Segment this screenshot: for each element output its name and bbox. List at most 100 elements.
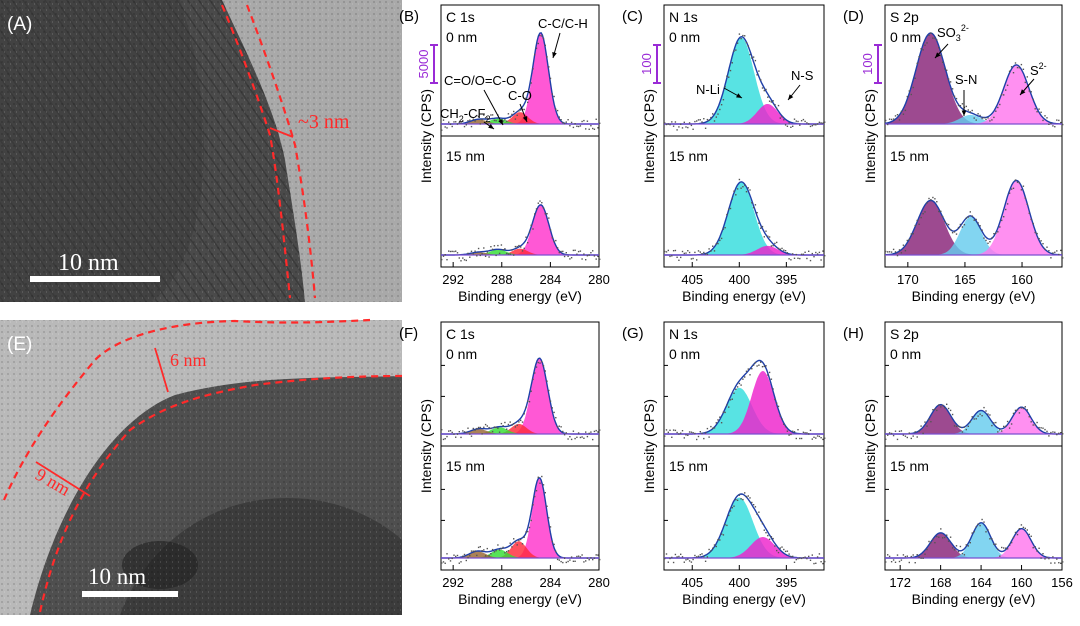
raw-data-point [577, 432, 580, 434]
raw-data-point [474, 550, 476, 552]
raw-data-point [772, 388, 774, 390]
raw-data-point [751, 368, 753, 370]
raw-data-point [1048, 123, 1050, 125]
raw-data-point [706, 253, 709, 256]
raw-data-point [738, 178, 741, 181]
raw-data-point [751, 57, 753, 59]
raw-data-point [942, 61, 944, 63]
raw-data-point [717, 419, 719, 421]
raw-data-point [953, 549, 956, 551]
raw-data-point [458, 121, 460, 124]
raw-data-point [667, 249, 669, 252]
raw-data-point [786, 550, 789, 552]
raw-data-point [712, 113, 714, 115]
raw-data-point [971, 416, 973, 418]
raw-data-point [792, 555, 794, 558]
raw-data-point [542, 207, 545, 209]
fitted-peak [885, 532, 1062, 558]
raw-data-point [772, 537, 774, 540]
raw-data-point [507, 550, 510, 552]
fitted-peak [441, 429, 599, 434]
raw-data-point [991, 424, 993, 427]
raw-data-point [560, 119, 562, 121]
raw-data-point [699, 251, 701, 253]
x-tick-label: 400 [728, 272, 750, 287]
raw-data-point [542, 484, 545, 486]
raw-data-point [453, 121, 455, 123]
x-tick-label: 395 [776, 575, 798, 590]
raw-data-point [544, 370, 546, 372]
raw-data-point [987, 529, 989, 531]
depth-label: 15 nm [669, 148, 708, 164]
raw-data-point [1052, 556, 1054, 558]
raw-data-point [476, 554, 478, 557]
raw-data-point [776, 107, 778, 110]
raw-data-point [556, 426, 559, 428]
annotation-arrow [483, 89, 504, 126]
raw-data-point [706, 556, 709, 558]
raw-data-point [490, 114, 492, 116]
raw-data-point [470, 125, 473, 128]
raw-data-point [442, 438, 445, 441]
raw-data-point [683, 561, 685, 563]
raw-data-point [574, 249, 576, 251]
x-tick-label: 168 [930, 575, 952, 590]
raw-data-point [708, 436, 710, 438]
raw-data-point [579, 556, 582, 558]
raw-data-point [595, 554, 597, 556]
raw-data-point [1032, 98, 1034, 101]
raw-data-point [539, 34, 541, 37]
raw-data-point [696, 556, 698, 558]
raw-data-point [936, 535, 938, 538]
raw-data-point [448, 121, 450, 123]
raw-data-point [518, 539, 520, 542]
raw-data-point [704, 432, 707, 434]
raw-data-point [1060, 121, 1062, 124]
raw-data-point [999, 429, 1001, 431]
raw-data-point [1058, 562, 1060, 564]
raw-data-point [697, 555, 700, 557]
raw-data-point [1006, 203, 1009, 205]
raw-data-point [690, 561, 693, 563]
raw-data-point [989, 120, 991, 122]
raw-data-point [476, 427, 478, 430]
raw-data-point [506, 120, 508, 122]
raw-data-point [463, 259, 466, 261]
raw-data-point [680, 256, 682, 259]
raw-data-point [959, 223, 962, 226]
raw-data-point [1048, 557, 1050, 560]
raw-data-point [511, 546, 513, 548]
raw-data-point [818, 553, 821, 555]
raw-data-point [824, 560, 826, 563]
raw-data-point [969, 111, 971, 113]
raw-data-point [735, 194, 737, 196]
raw-data-point [1005, 208, 1007, 211]
raw-data-point [906, 555, 908, 557]
raw-data-point [1056, 250, 1058, 252]
raw-data-point [946, 223, 948, 225]
raw-data-point [1040, 557, 1042, 559]
raw-data-point [530, 82, 532, 84]
raw-data-point [678, 433, 680, 435]
raw-data-point [449, 430, 452, 432]
raw-data-point [467, 120, 469, 122]
raw-data-point [1003, 547, 1005, 549]
raw-data-point [971, 215, 973, 217]
raw-data-point [788, 258, 790, 260]
raw-data-point [822, 250, 824, 252]
raw-data-point [1042, 243, 1044, 245]
raw-data-point [947, 407, 950, 410]
raw-data-point [576, 436, 578, 438]
raw-data-point [800, 437, 803, 440]
raw-data-point [800, 120, 803, 122]
raw-data-point [783, 423, 785, 425]
raw-data-point [569, 559, 571, 561]
raw-data-point [1014, 179, 1017, 181]
raw-data-point [493, 426, 496, 428]
raw-data-point [539, 362, 541, 364]
raw-data-point [922, 557, 924, 559]
scale-label-e: 10 nm [88, 564, 146, 589]
raw-data-point [521, 250, 524, 252]
raw-data-point [486, 425, 488, 427]
raw-data-point [490, 553, 492, 555]
